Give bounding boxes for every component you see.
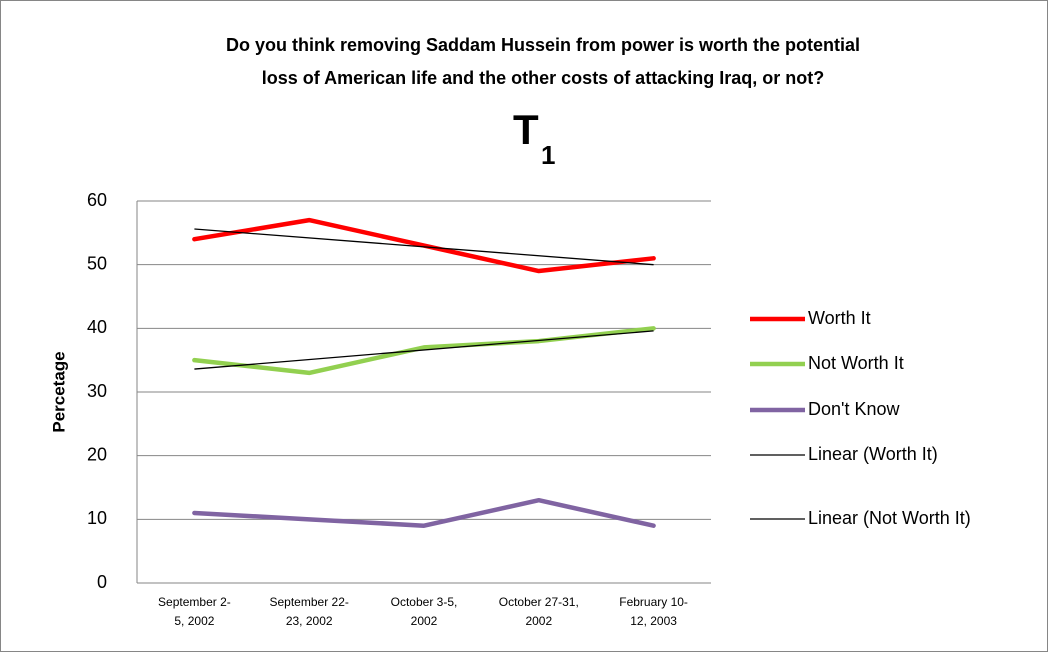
legend-label: Not Worth It	[808, 353, 904, 373]
chart-subtitle-subscript: 1	[541, 140, 555, 170]
x-tick-label: February 10-	[619, 595, 688, 609]
x-tick-label: 2002	[411, 614, 438, 628]
trend-line	[194, 330, 654, 370]
y-tick-label: 0	[97, 572, 107, 592]
x-tick-label: September 22-	[270, 595, 349, 609]
series-line	[192, 497, 656, 528]
y-tick-label: 30	[87, 381, 107, 401]
x-tick-label: 5, 2002	[174, 614, 214, 628]
legend-label: Linear (Not Worth It)	[808, 508, 971, 528]
chart-subtitle: T	[513, 106, 539, 153]
y-tick-label: 20	[87, 444, 107, 464]
y-tick-label: 40	[87, 317, 107, 337]
y-axis-label: Percetage	[49, 351, 68, 432]
x-tick-label: September 2-	[158, 595, 231, 609]
x-tick-label: October 3-5,	[391, 595, 458, 609]
series-line	[192, 217, 656, 274]
y-tick-label: 60	[87, 190, 107, 210]
legend-label: Don't Know	[808, 399, 900, 419]
y-tick-label: 50	[87, 253, 107, 273]
legend-label: Linear (Worth It)	[808, 444, 938, 464]
x-tick-label: 12, 2003	[630, 614, 677, 628]
trend-line	[194, 228, 654, 266]
x-tick-label: 23, 2002	[286, 614, 333, 628]
chart-title: Do you think removing Saddam Hussein fro…	[226, 35, 860, 55]
x-tick-label: 2002	[525, 614, 552, 628]
chart-title: loss of American life and the other cost…	[262, 68, 824, 88]
legend-label: Worth It	[808, 308, 871, 328]
x-tick-label: October 27-31,	[499, 595, 579, 609]
y-tick-label: 10	[87, 508, 107, 528]
